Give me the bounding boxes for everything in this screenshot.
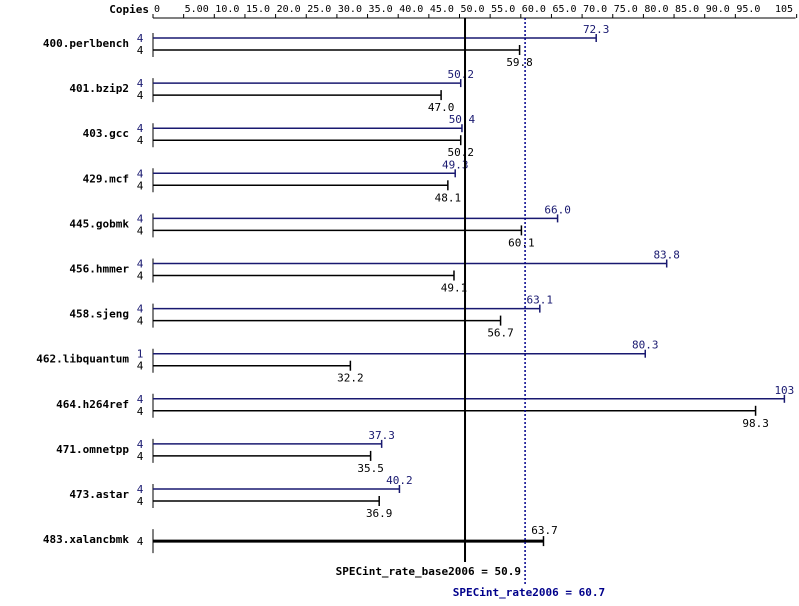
benchmark-name: 403.gcc bbox=[83, 127, 129, 140]
benchmark-row: 400.perlbench 4 72.3 4 59.8 bbox=[43, 23, 610, 69]
x-tick-label: 75.0 bbox=[614, 4, 638, 15]
x-tick-label: 85.0 bbox=[675, 4, 699, 15]
base-value-label: 59.8 bbox=[506, 56, 533, 69]
x-tick-label: 70.0 bbox=[583, 4, 607, 15]
base-value-label: 35.5 bbox=[357, 462, 384, 475]
peak-copies: 4 bbox=[137, 393, 144, 406]
peak-copies: 4 bbox=[137, 77, 144, 90]
x-tick-label: 95.0 bbox=[736, 4, 760, 15]
benchmark-name: 429.mcf bbox=[83, 172, 129, 185]
x-tick-label: 25.0 bbox=[307, 4, 331, 15]
benchmark-row: 456.hmmer 4 83.8 4 49.1 bbox=[69, 249, 680, 295]
peak-copies: 4 bbox=[137, 212, 144, 225]
base-copies: 4 bbox=[137, 405, 144, 418]
base-value-label: 56.7 bbox=[487, 327, 514, 340]
base-value-label: 32.2 bbox=[337, 372, 364, 385]
peak-copies: 4 bbox=[137, 483, 144, 496]
x-tick-label: 50.0 bbox=[461, 4, 485, 15]
x-tick-label: 90.0 bbox=[706, 4, 730, 15]
benchmark-name: 401.bzip2 bbox=[69, 82, 129, 95]
peak-value-label: 49.3 bbox=[442, 158, 469, 171]
base-copies: 4 bbox=[137, 89, 144, 102]
base-value-label: 50.2 bbox=[447, 146, 474, 159]
x-tick-label: 60.0 bbox=[522, 4, 546, 15]
x-axis: 0 5.00 10.0 15.0 20.0 25.0 30.0 35.0 40.0 45.0 50.… bbox=[152, 4, 798, 19]
base-value-label: 60.1 bbox=[508, 236, 535, 249]
peak-value-label: 37.3 bbox=[368, 429, 395, 442]
peak-value-label: 50.4 bbox=[449, 113, 476, 126]
peak-copies: 4 bbox=[137, 32, 144, 45]
benchmark-row: 403.gcc 4 50.4 4 50.2 bbox=[83, 113, 476, 159]
x-tick-label: 45.0 bbox=[430, 4, 454, 15]
base-copies: 4 bbox=[137, 44, 144, 57]
x-tick-label: 15.0 bbox=[246, 4, 270, 15]
benchmark-row: 464.h264ref 4 103 4 98.3 bbox=[56, 384, 794, 430]
peak-copies: 4 bbox=[137, 303, 144, 316]
summary-lines: SPECint_rate_base2006 = 50.9 SPECint_rate… bbox=[336, 18, 605, 599]
benchmark-row: 473.astar 4 40.2 4 36.9 bbox=[69, 474, 412, 520]
peak-summary-label: SPECint_rate2006 = 60.7 bbox=[453, 586, 605, 599]
benchmark-row: 471.omnetpp 4 37.3 4 35.5 bbox=[56, 429, 395, 475]
x-tick-label: 55.0 bbox=[491, 4, 515, 15]
x-tick-label: 105 bbox=[775, 4, 793, 15]
benchmark-row: 458.sjeng 4 63.1 4 56.7 bbox=[69, 294, 553, 340]
x-tick-label: 40.0 bbox=[399, 4, 423, 15]
peak-value-label: 83.8 bbox=[653, 249, 680, 262]
benchmark-row: 429.mcf 4 49.3 4 48.1 bbox=[83, 158, 469, 204]
copies-header: Copies bbox=[109, 3, 149, 16]
x-tick-label: 80.0 bbox=[644, 4, 668, 15]
peak-copies: 4 bbox=[137, 167, 144, 180]
base-copies: 4 bbox=[137, 450, 144, 463]
peak-value-label: 103 bbox=[774, 384, 794, 397]
x-tick-label: 35.0 bbox=[369, 4, 393, 15]
base-copies: 4 bbox=[137, 495, 144, 508]
benchmark-row: 401.bzip2 4 50.2 4 47.0 bbox=[69, 68, 474, 114]
peak-value-label: 50.2 bbox=[447, 68, 474, 81]
peak-copies: 4 bbox=[137, 122, 144, 135]
benchmark-row: 483.xalancbmk 4 63.7 bbox=[43, 524, 558, 554]
base-copies: 4 bbox=[137, 360, 144, 373]
peak-value-label: 63.1 bbox=[527, 294, 554, 307]
base-value-label: 36.9 bbox=[366, 507, 393, 520]
peak-value-label: 40.2 bbox=[386, 474, 413, 487]
base-copies: 4 bbox=[137, 134, 144, 147]
base-value-label: 98.3 bbox=[742, 417, 769, 430]
base-value-label: 48.1 bbox=[435, 191, 462, 204]
peak-value-label: 66.0 bbox=[544, 203, 571, 216]
peak-value-label: 80.3 bbox=[632, 339, 659, 352]
peak-value-label: 72.3 bbox=[583, 23, 610, 36]
x-tick-label: 20.0 bbox=[277, 4, 301, 15]
base-value-label: 47.0 bbox=[428, 101, 455, 114]
x-tick-label: 30.0 bbox=[338, 4, 362, 15]
base-summary-label: SPECint_rate_base2006 = 50.9 bbox=[336, 565, 521, 578]
benchmark-name: 462.libquantum bbox=[36, 353, 129, 366]
benchmark-name: 456.hmmer bbox=[69, 263, 129, 276]
benchmark-name: 483.xalancbmk bbox=[43, 533, 129, 546]
peak-copies: 4 bbox=[137, 258, 144, 271]
benchmark-name: 471.omnetpp bbox=[56, 443, 129, 456]
benchmark-row: 445.gobmk 4 66.0 4 60.1 bbox=[69, 203, 570, 249]
peak-copies: 4 bbox=[137, 438, 144, 451]
x-tick-label: 10.0 bbox=[215, 4, 239, 15]
base-copies: 4 bbox=[137, 270, 144, 283]
peak-copies: 1 bbox=[137, 348, 144, 361]
benchmark-row: 462.libquantum 1 80.3 4 32.2 bbox=[36, 339, 658, 385]
base-value-label: 63.7 bbox=[531, 524, 558, 537]
x-tick-label: 5.00 bbox=[185, 4, 209, 15]
base-value-label: 49.1 bbox=[441, 282, 468, 295]
benchmark-name: 445.gobmk bbox=[69, 217, 129, 230]
benchmark-name: 464.h264ref bbox=[56, 398, 129, 411]
x-tick-label: 65.0 bbox=[552, 4, 576, 15]
base-copies: 4 bbox=[137, 315, 144, 328]
benchmark-name: 458.sjeng bbox=[69, 308, 129, 321]
base-copies: 4 bbox=[137, 535, 144, 548]
base-copies: 4 bbox=[137, 224, 144, 237]
x-tick-label: 0 bbox=[154, 4, 160, 15]
benchmark-name: 400.perlbench bbox=[43, 37, 129, 50]
base-copies: 4 bbox=[137, 179, 144, 192]
benchmark-name: 473.astar bbox=[69, 488, 129, 501]
